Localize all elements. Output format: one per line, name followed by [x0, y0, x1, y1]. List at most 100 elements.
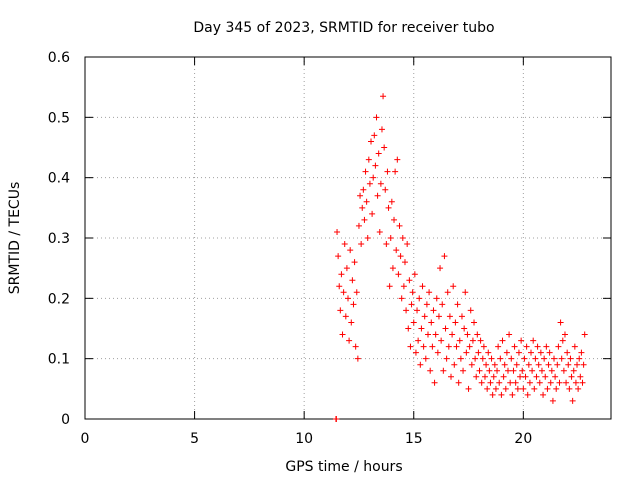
data-point	[553, 385, 560, 392]
data-point	[518, 337, 525, 344]
data-point	[525, 361, 532, 368]
data-point	[492, 385, 499, 392]
data-point	[416, 295, 423, 302]
data-point	[455, 379, 462, 386]
data-point	[383, 241, 390, 248]
data-point	[408, 301, 415, 308]
data-point	[340, 289, 347, 296]
data-point	[473, 373, 480, 380]
data-point	[393, 247, 400, 254]
data-point	[339, 331, 346, 338]
data-point	[351, 259, 358, 266]
data-point	[559, 337, 566, 344]
data-point	[486, 367, 493, 374]
data-point	[432, 331, 439, 338]
data-point	[524, 391, 531, 398]
data-point	[540, 391, 547, 398]
data-point	[466, 343, 473, 350]
data-point	[467, 307, 474, 314]
data-point	[476, 367, 483, 374]
data-point	[404, 241, 411, 248]
data-point	[491, 361, 498, 368]
data-point	[472, 355, 479, 362]
data-point	[376, 228, 383, 235]
data-point	[442, 325, 449, 332]
data-point	[579, 379, 586, 386]
data-point	[405, 325, 412, 332]
data-point	[542, 373, 549, 380]
data-point	[350, 301, 357, 308]
data-point	[349, 277, 356, 284]
data-point	[560, 367, 567, 374]
data-point	[475, 349, 482, 356]
data-point	[438, 337, 445, 344]
data-point	[500, 373, 507, 380]
x-tick-label: 15	[405, 431, 423, 447]
data-point	[479, 355, 486, 362]
data-point	[435, 313, 442, 320]
data-point	[445, 343, 452, 350]
data-point	[446, 313, 453, 320]
data-point	[522, 373, 529, 380]
data-point	[396, 222, 403, 229]
data-point	[460, 367, 467, 374]
data-point	[502, 385, 509, 392]
data-point	[365, 156, 372, 163]
data-point	[537, 349, 544, 356]
data-point	[510, 367, 517, 374]
data-point	[389, 265, 396, 272]
data-point	[529, 367, 536, 374]
data-point	[337, 307, 344, 314]
data-point	[399, 235, 406, 241]
data-point	[534, 343, 541, 350]
data-point	[355, 222, 362, 229]
data-point	[424, 331, 431, 338]
data-point	[382, 186, 389, 193]
data-point	[457, 355, 464, 362]
data-point	[401, 259, 408, 266]
data-point	[469, 337, 476, 344]
x-tick-label: 10	[295, 431, 313, 447]
data-point	[423, 301, 430, 308]
data-point	[487, 379, 494, 386]
data-point	[523, 343, 530, 350]
data-point	[364, 235, 371, 241]
data-point	[398, 295, 405, 302]
data-point	[411, 271, 418, 278]
data-point	[357, 192, 364, 199]
data-point	[426, 289, 433, 296]
data-point	[551, 355, 558, 362]
data-point	[437, 265, 444, 272]
data-point	[556, 379, 563, 386]
data-point	[397, 253, 404, 260]
data-point	[449, 331, 456, 338]
plot-area-border	[84, 56, 612, 420]
data-point	[362, 168, 369, 175]
data-point	[480, 343, 487, 350]
data-point	[489, 391, 496, 398]
data-point	[354, 355, 361, 362]
data-point	[392, 168, 399, 175]
data-point	[346, 337, 353, 344]
data-point	[453, 343, 460, 350]
data-point	[377, 180, 384, 187]
data-point	[433, 295, 440, 302]
data-point	[564, 349, 571, 356]
data-point	[420, 343, 427, 350]
data-point	[536, 379, 543, 386]
data-point	[499, 337, 506, 344]
data-point	[521, 355, 528, 362]
data-point	[543, 343, 550, 350]
data-point	[403, 307, 410, 314]
data-point	[443, 355, 450, 362]
data-point	[406, 277, 413, 284]
data-point	[530, 337, 537, 344]
plot-frame	[84, 56, 612, 420]
data-point	[345, 295, 351, 302]
data-point	[368, 138, 375, 145]
data-point	[335, 253, 342, 260]
data-point	[412, 349, 419, 356]
data-point	[497, 355, 504, 362]
data-point	[483, 361, 490, 368]
y-tick-label: 0.4	[48, 171, 70, 187]
